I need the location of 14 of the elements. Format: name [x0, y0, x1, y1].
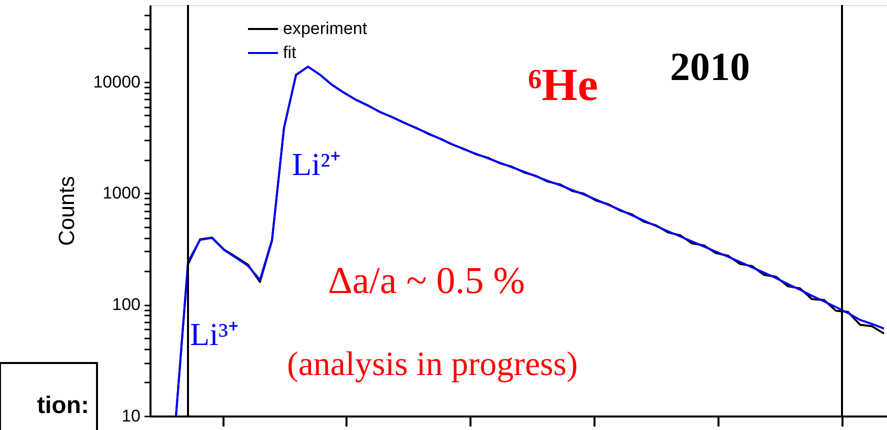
- y-tick-label: 10: [122, 406, 140, 426]
- annotation: Δa/a ~ 0.5 %: [328, 260, 525, 302]
- annotation: ⁶He: [528, 59, 598, 110]
- y-tick-label: 100: [112, 295, 140, 314]
- text: tion:: [37, 392, 89, 419]
- y-tick-label: 10000: [93, 72, 140, 92]
- y-tick-label: 1000: [102, 184, 140, 203]
- y-axis-title: Counts: [54, 176, 80, 246]
- annotation: 2010: [670, 44, 750, 89]
- legend-label: experiment: [283, 19, 368, 38]
- legend-label: fit: [283, 43, 296, 62]
- annotation: Li²⁺: [292, 146, 342, 182]
- annotation: (analysis in progress): [287, 346, 578, 383]
- annotation: Li³⁺: [190, 316, 240, 352]
